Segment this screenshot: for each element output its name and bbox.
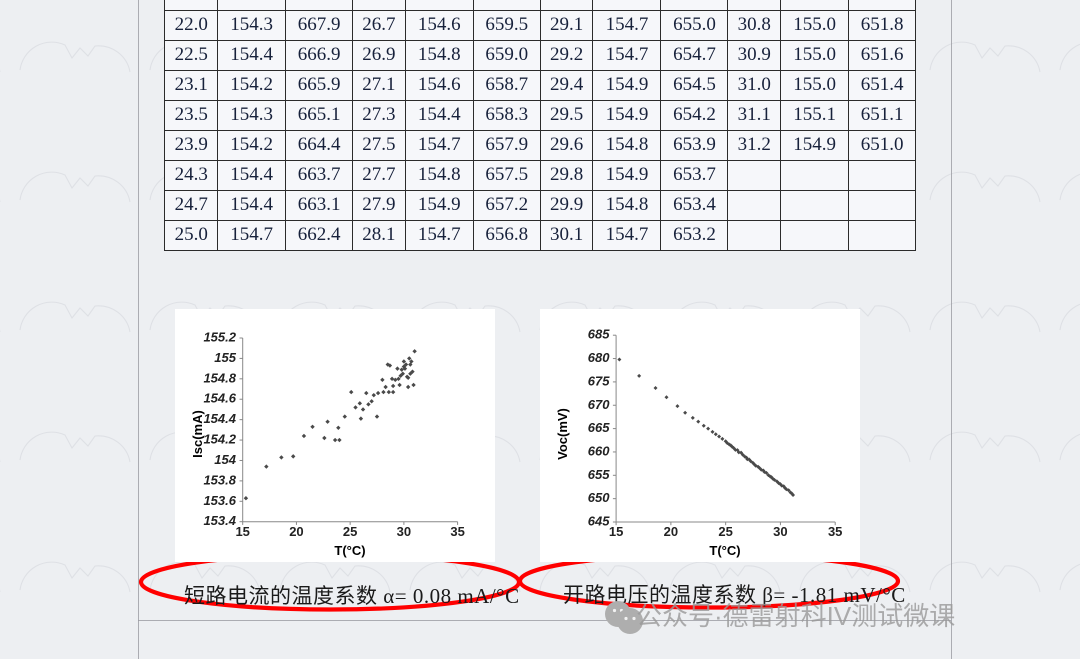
svg-text:20: 20: [664, 524, 678, 539]
svg-text:675: 675: [588, 373, 610, 388]
svg-text:15: 15: [609, 524, 623, 539]
svg-text:Isc(mA): Isc(mA): [190, 410, 205, 458]
svg-text:154.6: 154.6: [203, 391, 236, 406]
svg-text:650: 650: [588, 490, 610, 505]
svg-text:T(°C): T(°C): [334, 543, 365, 558]
svg-text:30: 30: [397, 524, 411, 539]
svg-text:30: 30: [773, 524, 787, 539]
svg-text:154: 154: [214, 452, 236, 467]
svg-text:154.2: 154.2: [203, 432, 236, 447]
svg-text:680: 680: [588, 350, 610, 365]
svg-text:35: 35: [450, 524, 464, 539]
svg-text:153.8: 153.8: [203, 472, 236, 487]
svg-text:153.6: 153.6: [203, 493, 236, 508]
svg-text:655: 655: [588, 467, 610, 482]
svg-text:660: 660: [588, 444, 610, 459]
svg-text:T(°C): T(°C): [709, 543, 740, 558]
svg-text:154.4: 154.4: [203, 411, 236, 426]
svg-text:670: 670: [588, 397, 610, 412]
svg-text:15: 15: [235, 524, 249, 539]
svg-text:645: 645: [588, 514, 610, 529]
svg-text:25: 25: [343, 524, 357, 539]
svg-text:Voc(mV): Voc(mV): [555, 408, 570, 460]
svg-text:154.8: 154.8: [203, 370, 236, 385]
svg-text:685: 685: [588, 327, 610, 342]
svg-text:665: 665: [588, 420, 610, 435]
svg-text:20: 20: [289, 524, 303, 539]
svg-text:155: 155: [214, 350, 236, 365]
svg-text:153.4: 153.4: [203, 513, 236, 528]
svg-text:25: 25: [718, 524, 732, 539]
svg-text:35: 35: [828, 524, 842, 539]
svg-text:155.2: 155.2: [203, 330, 236, 345]
